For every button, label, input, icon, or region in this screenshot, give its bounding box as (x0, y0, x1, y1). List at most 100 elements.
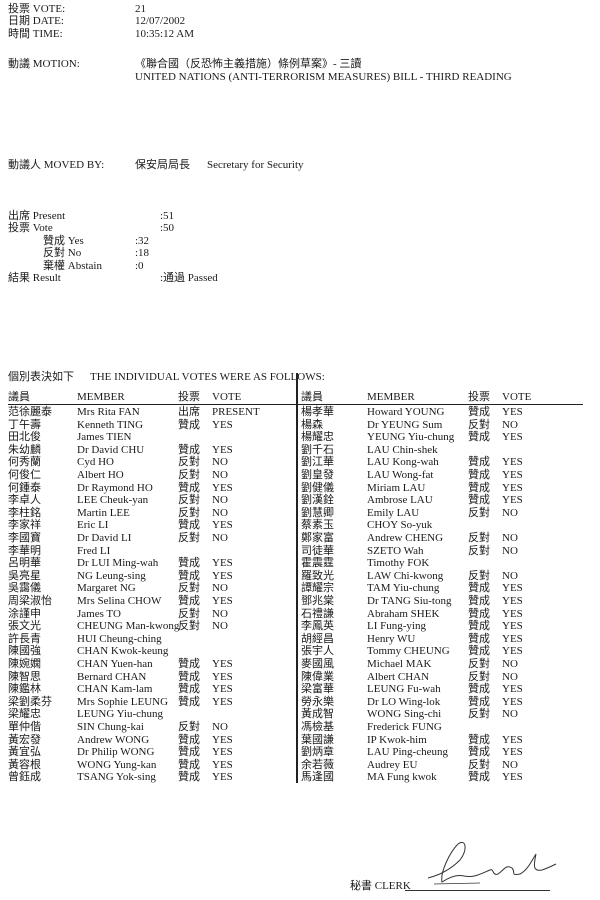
vote-en: NO (212, 582, 228, 595)
vote-label: 投票 VOTE: (8, 3, 66, 15)
vote-zh: 反對 (468, 670, 490, 683)
member-name-zh: 霍震霆 (301, 557, 334, 570)
member-name-zh: 劉健儀 (301, 481, 334, 494)
vote-en: YES (212, 758, 233, 771)
signature-line (405, 890, 550, 891)
result-value: :通過 Passed (160, 272, 218, 284)
vote-zh: 反對 (178, 582, 200, 595)
member-name-zh: 周梁淑怡 (8, 595, 52, 607)
clerk-signature (420, 830, 570, 893)
member-name-zh: 范徐麗泰 (8, 406, 52, 418)
no-value: :18 (135, 247, 150, 259)
member-name-zh: 李卓人 (8, 494, 41, 507)
member-name-zh: 黃容根 (8, 758, 41, 771)
vote-zh: 贊成 (178, 683, 200, 696)
vote-en: YES (212, 746, 233, 759)
member-name-en: Miriam LAU (367, 481, 426, 494)
vote-en: NO (502, 532, 518, 544)
date-value: 12/07/2002 (135, 15, 186, 27)
vote-zh: 反對 (178, 532, 200, 544)
member-name-en: TSANG Yok-sing (77, 771, 156, 784)
member-name-en: TAM Yiu-chung (367, 582, 440, 595)
vote-en: YES (212, 771, 233, 784)
member-name-zh: 馮檢基 (301, 721, 334, 733)
member-name-en: IP Kwok-him (367, 733, 427, 746)
member-name-en: LAU Wong-fat (367, 469, 434, 481)
vote-en: YES (502, 481, 523, 494)
member-name-zh: 楊森 (301, 418, 323, 431)
member-name-en: Emily LAU (367, 506, 420, 519)
member-name-zh: 勞永樂 (301, 695, 334, 708)
member-name-en: Margaret NG (77, 582, 136, 595)
member-name-en: YEUNG Yiu-chung (367, 431, 455, 444)
vote-zh: 反對 (178, 721, 200, 733)
member-name-zh: 何俊仁 (8, 469, 41, 481)
time-value: 10:35:12 AM (135, 28, 194, 40)
vote-en: NO (212, 469, 228, 481)
member-name-zh: 黃宏發 (8, 733, 41, 746)
member-name-zh: 李家祥 (8, 519, 41, 532)
col-member-en-left: MEMBER (77, 391, 125, 403)
vote-en: YES (212, 733, 233, 746)
vote-zh: 反對 (468, 506, 490, 519)
member-name-en: Dr David LI (77, 532, 132, 544)
vote-zh: 出席 (178, 406, 200, 418)
member-name-zh: 麥國風 (301, 658, 334, 670)
member-name-zh: 張宇人 (301, 645, 334, 658)
member-name-en: Ambrose LAU (367, 494, 433, 507)
member-name-zh: 陳偉業 (301, 670, 334, 683)
vote-zh: 贊成 (468, 771, 490, 784)
vote-en: NO (502, 569, 518, 582)
vote-en: YES (212, 443, 233, 456)
member-name-zh: 涂謹申 (8, 607, 41, 620)
col-vote-zh-right: 投票 (468, 391, 490, 403)
vote-zh: 贊成 (178, 519, 200, 532)
vote-zh: 贊成 (468, 695, 490, 708)
vote-zh: 贊成 (468, 683, 490, 696)
vote-zh: 贊成 (178, 670, 200, 683)
vote-zh: 反對 (468, 658, 490, 670)
member-name-zh: 楊孝華 (301, 406, 334, 418)
vote-count-label: 投票 Vote (8, 222, 53, 234)
member-name-zh: 劉江華 (301, 456, 334, 469)
member-name-zh: 陳婉嫻 (8, 658, 41, 670)
vote-zh: 反對 (468, 758, 490, 771)
vote-zh: 贊成 (468, 632, 490, 645)
vote-en: YES (502, 746, 523, 759)
member-name-en: Dr YEUNG Sum (367, 418, 443, 431)
vote-zh: 贊成 (468, 406, 490, 418)
vote-en: NO (502, 758, 518, 771)
vote-zh: 贊成 (468, 469, 490, 481)
vote-en: YES (502, 733, 523, 746)
vote-zh: 贊成 (468, 620, 490, 633)
vote-en: YES (502, 494, 523, 507)
member-name-en: Tommy CHEUNG (367, 645, 450, 658)
member-name-en: LEUNG Fu-wah (367, 683, 441, 696)
member-name-en: LAU Kong-wah (367, 456, 439, 469)
member-name-en: Kenneth TING (77, 418, 144, 431)
vote-en: NO (502, 708, 518, 721)
vote-zh: 贊成 (178, 733, 200, 746)
vote-en: NO (212, 506, 228, 519)
vote-zh: 贊成 (178, 443, 200, 456)
member-name-en: CHEUNG Man-kwong (77, 620, 180, 633)
member-name-zh: 李柱銘 (8, 506, 41, 519)
vote-zh: 贊成 (178, 595, 200, 607)
vote-en: YES (212, 557, 233, 570)
member-name-zh: 陳國強 (8, 645, 41, 658)
member-name-en: Dr LUI Ming-wah (77, 557, 159, 570)
col-member-zh-left: 議員 (8, 391, 30, 403)
vote-zh: 反對 (178, 494, 200, 507)
vote-en: YES (502, 456, 523, 469)
vote-zh: 反對 (178, 469, 200, 481)
member-name-zh: 梁劉柔芬 (8, 695, 52, 708)
header-divider-right (298, 404, 583, 405)
vote-en: NO (212, 532, 228, 544)
vote-zh: 贊成 (178, 569, 200, 582)
member-name-en: WONG Sing-chi (367, 708, 442, 721)
member-name-en: Frederick FUNG (367, 721, 442, 733)
vote-zh: 贊成 (178, 695, 200, 708)
vote-en: YES (502, 582, 523, 595)
member-name-en: Abraham SHEK (367, 607, 440, 620)
present-value: :51 (160, 210, 175, 222)
